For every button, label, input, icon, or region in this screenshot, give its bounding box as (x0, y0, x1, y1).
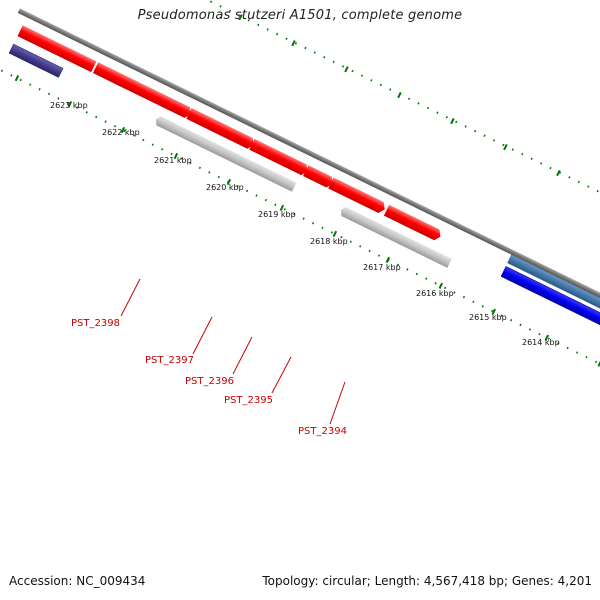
major-tick (173, 152, 179, 160)
kbp-label: 2620 kbp (206, 183, 244, 192)
leader-line (192, 316, 213, 355)
gene-label: PST_2395 (224, 395, 273, 406)
scale-labels: 2623 kbp 2622 kbp 2621 kbp 2620 kbp 2619… (50, 101, 560, 347)
gene-label-leaders (120, 278, 346, 425)
major-tick (332, 230, 338, 238)
leader-line (271, 356, 292, 394)
gene-labels: PST_2398 PST_2397 PST_2396 PST_2395 PST_… (71, 318, 347, 437)
major-tick (556, 169, 561, 177)
forward-strand-genes (17, 25, 441, 241)
major-tick (544, 334, 549, 341)
kbp-label: 2623 kbp (50, 101, 88, 110)
kbp-label: 2616 kbp (416, 289, 454, 298)
major-tick (120, 126, 126, 134)
major-tick (279, 204, 285, 212)
kbp-label: 2618 kbp (310, 237, 348, 246)
major-tick (226, 178, 232, 186)
gene-forward (328, 177, 385, 213)
major-tick (450, 117, 455, 125)
kbp-label: 2619 kbp (258, 210, 296, 219)
kbp-label: 2615 kbp (469, 313, 507, 322)
gene-forward (303, 165, 333, 188)
kbp-label: 2617 kbp (363, 263, 401, 272)
gene-forward (383, 204, 441, 241)
leader-line (329, 381, 346, 425)
major-tick (438, 282, 444, 289)
leader-line (120, 278, 141, 317)
gene-label: PST_2398 (71, 318, 120, 329)
accession-text: Accession: NC_009434 (9, 574, 146, 588)
gene-reverse (340, 206, 452, 268)
gene-label: PST_2394 (298, 426, 347, 437)
reverse-strand-genes (155, 116, 452, 268)
major-tick (238, 14, 243, 21)
major-tick (67, 100, 73, 108)
major-tick (385, 256, 391, 263)
genome-backbone (17, 8, 600, 365)
gene-forward (186, 108, 254, 149)
outer-scale-ticks (59, 0, 600, 281)
kbp-label: 2621 kbp (154, 156, 192, 165)
gene-label: PST_2397 (145, 355, 194, 366)
inner-scale-ticks (0, 64, 600, 419)
kbp-label: 2622 kbp (102, 128, 140, 137)
gene-forward (249, 138, 308, 176)
kbp-label: 2614 kbp (522, 338, 560, 347)
gene-reverse (155, 116, 297, 192)
map-title: Pseudomonas stutzeri A1501, complete gen… (137, 8, 463, 23)
major-tick (344, 66, 349, 73)
major-tick (503, 143, 508, 151)
major-tick (291, 40, 296, 47)
leader-line (232, 336, 253, 375)
gene-forward (17, 25, 97, 73)
gene-forward (92, 62, 191, 118)
steelblue-feature (507, 252, 600, 365)
major-tick (397, 92, 402, 99)
genome-summary-text: Topology: circular; Length: 4,567,418 bp… (262, 574, 592, 588)
blue-feature (500, 266, 600, 378)
gene-label: PST_2396 (185, 376, 234, 387)
major-tick (14, 75, 20, 82)
major-tick (491, 308, 497, 315)
navy-feature (8, 43, 64, 78)
